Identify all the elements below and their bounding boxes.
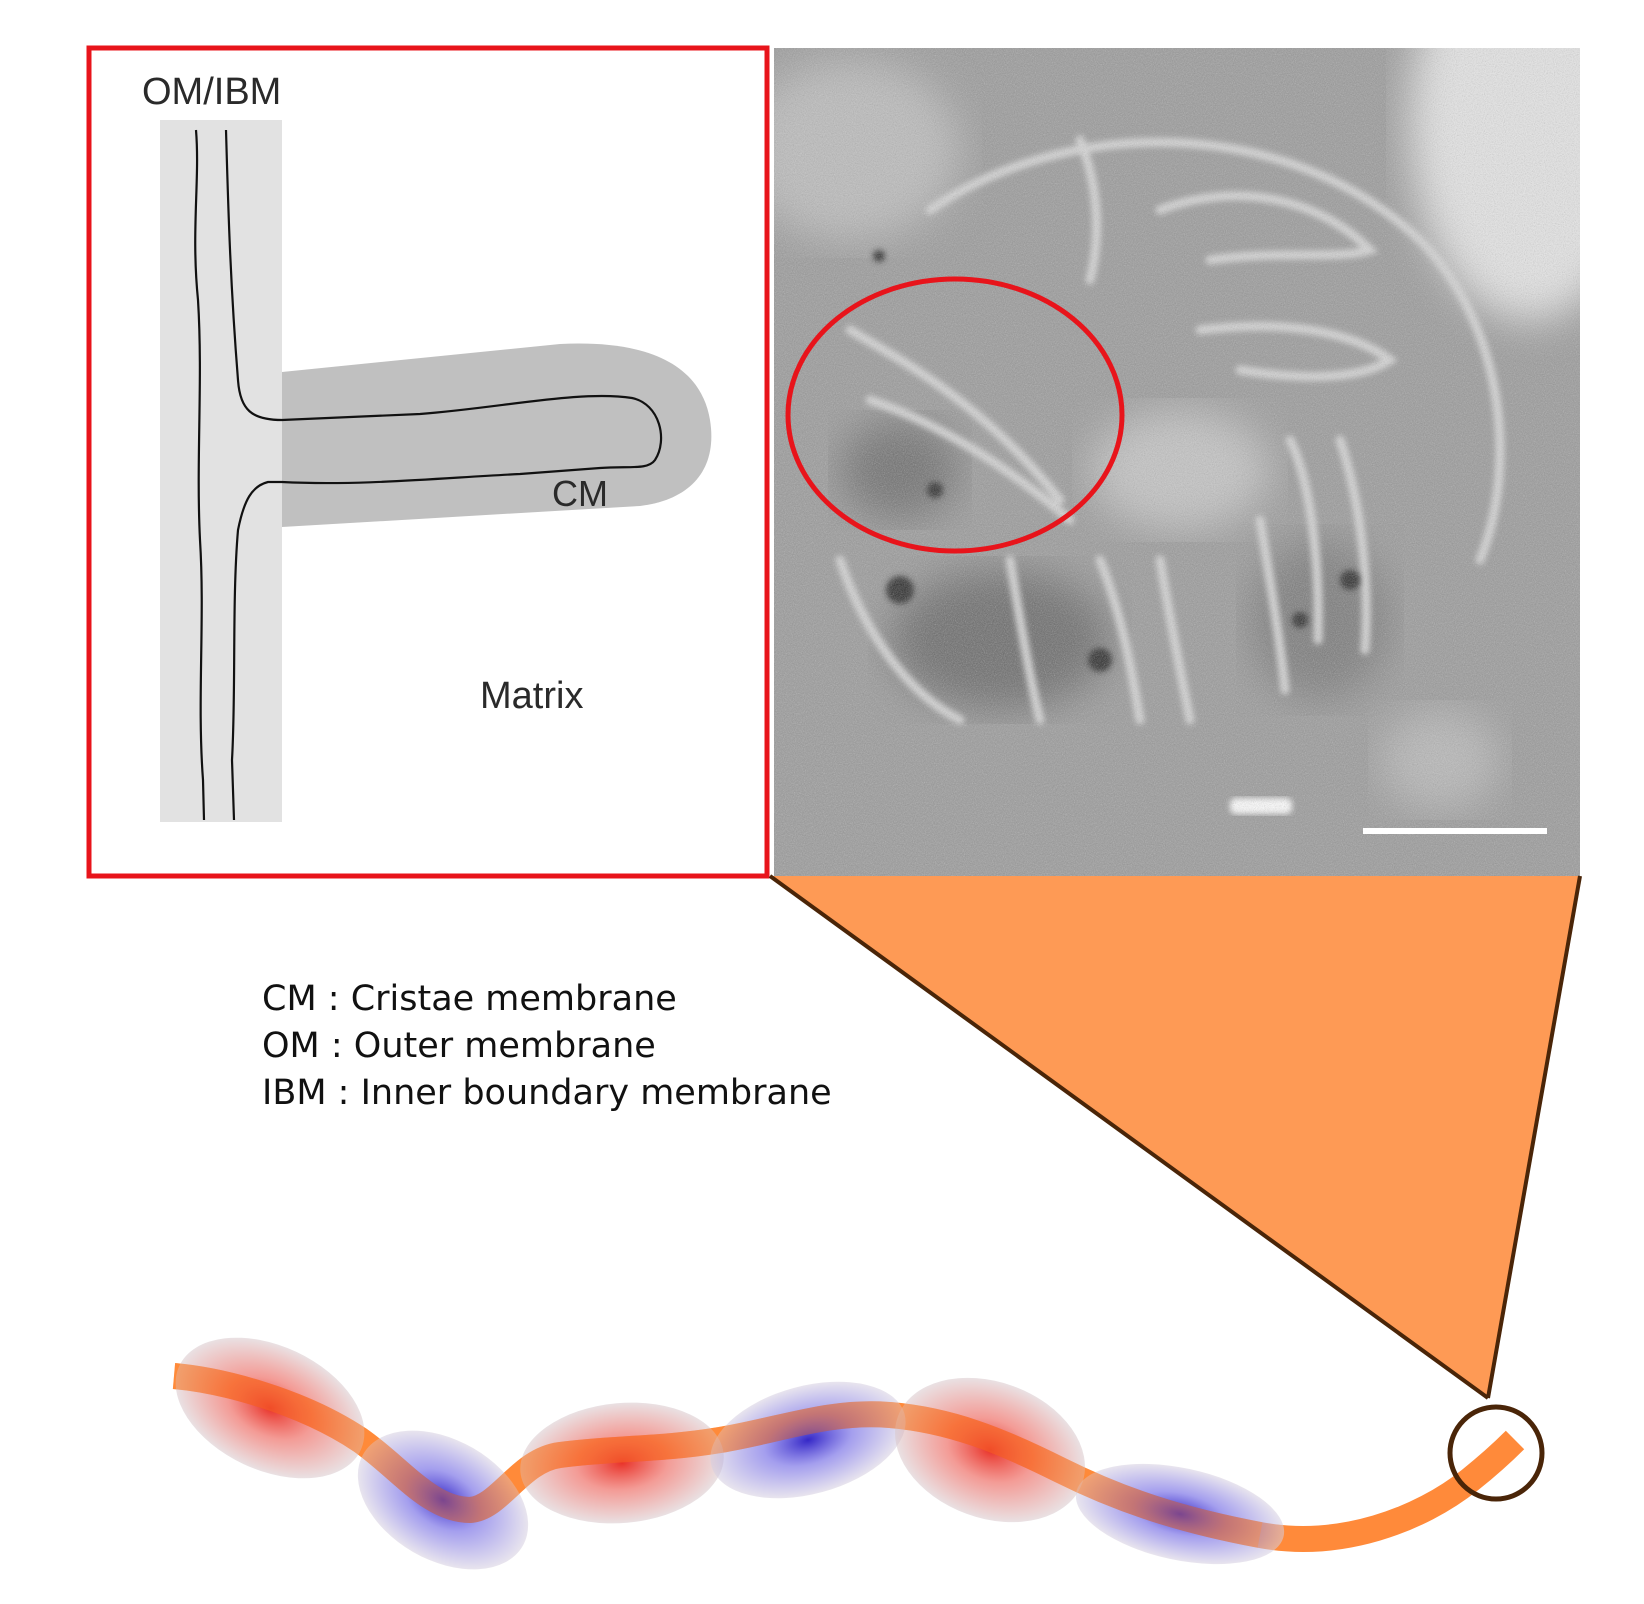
label-matrix: Matrix [480, 675, 583, 717]
inner-membrane-upper [224, 129, 663, 821]
label-om-ibm: OM/IBM [142, 71, 281, 113]
blue-blob [710, 1381, 906, 1499]
om-ibm-band [160, 120, 282, 822]
legend: CM : Cristae membrane OM : Outer membran… [262, 976, 832, 1117]
zoom-wedge [770, 876, 1580, 1398]
label-cm: CM [552, 473, 608, 514]
blue-blob [357, 1430, 529, 1570]
legend-item-cm: CM : Cristae membrane [262, 979, 677, 1019]
legend-item-ibm: IBM : Inner boundary membrane [262, 1073, 832, 1113]
tomogram-image [774, 48, 1580, 876]
cm-band [282, 343, 712, 527]
zoom-circle [1447, 1404, 1545, 1502]
highlight-ellipse [785, 276, 1125, 554]
red-blob [520, 1402, 724, 1524]
mitochondria-filament [172, 1337, 1545, 1570]
blue-blob [1075, 1463, 1285, 1565]
wedge-right-edge [1486, 875, 1582, 1399]
outer-membrane-line [194, 129, 206, 821]
red-blob [175, 1337, 365, 1479]
scale-bar [1363, 828, 1547, 834]
red-blob [895, 1377, 1085, 1523]
wedge-left-edge [768, 874, 1490, 1400]
legend-item-om: OM : Outer membrane [262, 1026, 656, 1066]
schematic-panel: OM/IBM CM Matrix [86, 45, 770, 879]
